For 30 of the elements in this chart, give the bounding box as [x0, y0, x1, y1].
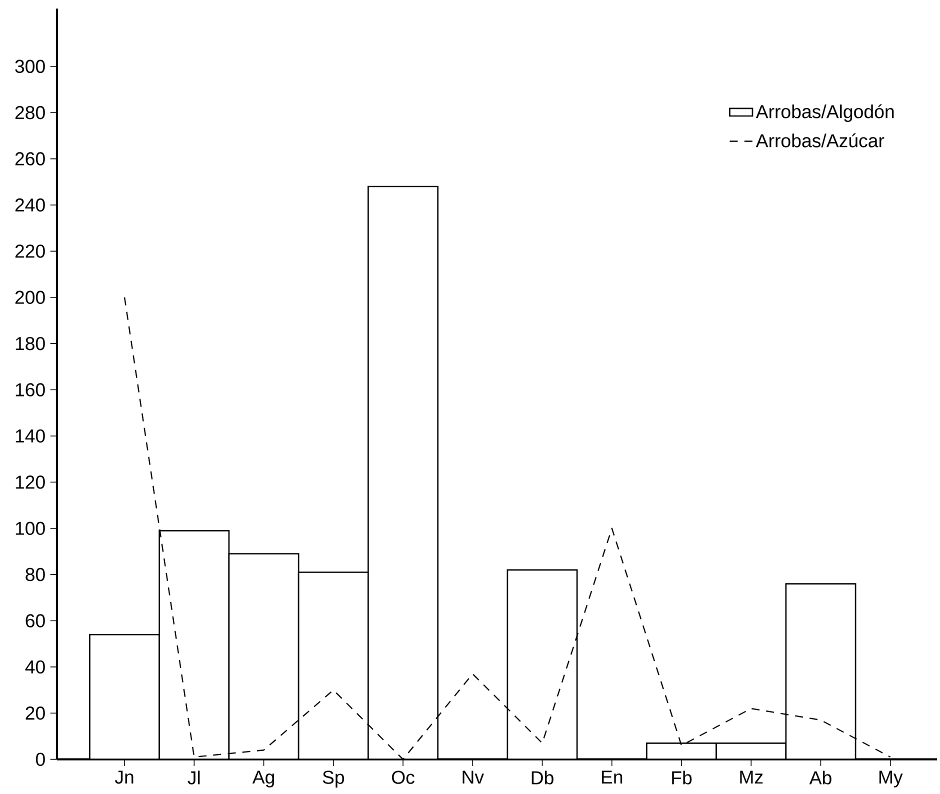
y-tick-label: 180 — [16, 336, 45, 350]
y-tick-label: 140 — [16, 429, 45, 443]
y-tick-label: 260 — [15, 152, 45, 166]
x-tick-label: Sp — [322, 770, 344, 788]
y-tick-label: 0 — [36, 752, 45, 766]
x-tick-label: My — [879, 770, 903, 788]
x-tick-label: Ab — [809, 770, 832, 784]
x-tick-label: En — [602, 770, 622, 784]
y-tick-label: 160 — [16, 383, 45, 396]
x-tick-label: Nv — [462, 770, 484, 784]
x-tick-label: Mz — [740, 770, 763, 784]
x-tick-label: Jl — [188, 770, 200, 784]
y-tick-label: 100 — [16, 522, 45, 535]
x-tick-label: Jn — [114, 770, 134, 784]
y-tick-label: 280 — [15, 106, 45, 120]
y-tick-label: 240 — [15, 198, 45, 212]
y-tick-label: 60 — [26, 614, 45, 628]
x-tick-label: Db — [532, 770, 554, 784]
y-tick-label: 20 — [26, 706, 45, 720]
legend-label: Arrobas/Azúcar — [756, 133, 884, 148]
y-tick-label: 40 — [25, 660, 45, 674]
y-tick-label: 220 — [15, 244, 45, 258]
y-tick-label: 80 — [26, 568, 45, 582]
y-tick-label: 120 — [16, 476, 45, 489]
x-tick-label: Oc — [392, 770, 414, 784]
x-tick-label: Fb — [672, 770, 692, 784]
x-tick-label: Ag — [252, 770, 274, 788]
legend-label: Arrobas/Algodón — [756, 104, 894, 122]
y-tick-label: 200 — [15, 290, 45, 304]
y-tick-label: 300 — [15, 60, 45, 74]
